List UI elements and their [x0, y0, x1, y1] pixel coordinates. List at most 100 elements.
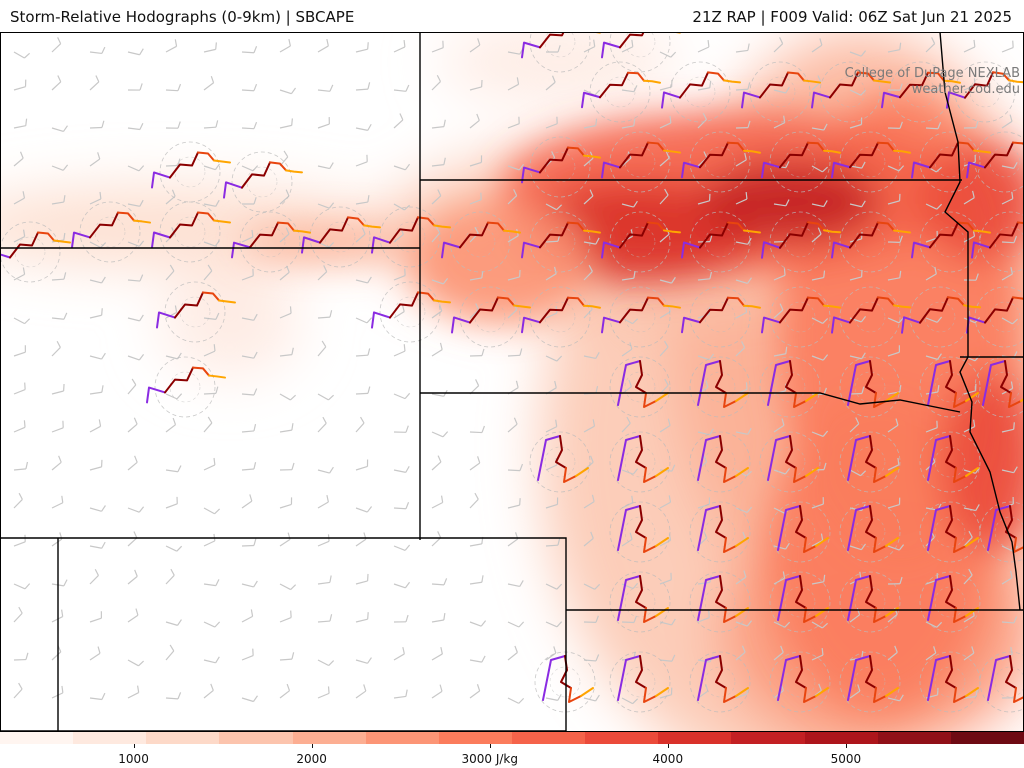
barb-shaft	[203, 350, 216, 357]
hodograph-segment	[723, 392, 737, 408]
hodograph-segment	[681, 241, 701, 259]
barb-flag	[404, 392, 411, 400]
barb-shaft	[621, 348, 633, 357]
wind-barb	[887, 270, 902, 281]
hodograph-ring-inner	[784, 226, 816, 258]
hodograph-ring	[164, 281, 226, 343]
wind-barb	[925, 122, 942, 130]
hodograph-segment	[581, 91, 601, 109]
barb-shaft	[811, 654, 824, 661]
barb-flag	[63, 579, 68, 587]
hodograph-segment	[619, 296, 649, 324]
barb-flag	[746, 620, 753, 627]
barb-shaft	[393, 203, 405, 211]
wind-barb	[241, 165, 259, 172]
wind-barb	[279, 423, 294, 433]
wind-barb	[393, 544, 411, 551]
barb-flag	[708, 353, 715, 361]
barb-shaft	[355, 233, 366, 243]
barb-flag	[742, 531, 746, 539]
barb-flag	[367, 195, 370, 203]
barb-shaft	[89, 314, 102, 319]
hodograph-segment	[417, 216, 435, 227]
barb-shaft	[887, 424, 899, 433]
wind-barb	[925, 384, 940, 395]
hodograph-segment	[663, 149, 681, 154]
barb-flag	[443, 157, 446, 165]
wind-barb	[811, 354, 829, 361]
wind-barb	[849, 269, 863, 281]
hodograph-segment	[567, 221, 585, 232]
barb-flag	[481, 348, 485, 356]
hodograph-segment	[849, 141, 879, 169]
barb-shaft	[849, 614, 860, 623]
barb-shaft	[51, 201, 64, 205]
wind-barb	[13, 118, 28, 129]
hodograph-segment	[568, 687, 582, 703]
barb-flag	[139, 122, 144, 130]
credit-site: weather.cod.edu	[911, 82, 1020, 97]
barb-flag	[443, 612, 446, 621]
hodograph-segment	[911, 241, 931, 259]
barb-flag	[823, 270, 826, 278]
hodograph-ring-inner	[784, 146, 816, 178]
hodograph-segment	[617, 655, 641, 701]
barb-flag	[360, 416, 365, 424]
barb-flag	[367, 123, 372, 131]
hodograph-segment	[469, 296, 499, 324]
wind-barb	[507, 463, 524, 472]
barb-flag	[176, 545, 183, 552]
hodograph-segment	[715, 435, 727, 469]
wind-barb	[469, 303, 480, 319]
wind-barb	[203, 264, 213, 281]
barb-shaft	[735, 198, 748, 205]
barb-flag	[213, 457, 216, 466]
wind-barb	[393, 84, 410, 92]
barb-flag	[780, 645, 784, 653]
wind-barb	[507, 189, 518, 205]
hodograph-ring	[839, 286, 901, 348]
wind-barb	[1001, 114, 1013, 129]
colorbar-swatch	[219, 732, 293, 744]
barb-flag	[25, 461, 29, 469]
barb-shaft	[89, 198, 102, 205]
wind-barb	[963, 646, 975, 661]
map-panel[interactable]: College of DuPage NEXLAB weather.cod.edu	[0, 32, 1024, 732]
barb-shaft	[431, 537, 442, 547]
barb-flag	[937, 83, 941, 91]
colorbar-swatch	[804, 732, 878, 744]
barb-flag	[366, 317, 373, 324]
barb-shaft	[507, 504, 520, 509]
wind-barb	[393, 304, 405, 319]
barb-shaft	[697, 581, 710, 585]
hodograph-segment	[697, 435, 721, 481]
barb-shaft	[13, 125, 26, 129]
wind-barb	[127, 48, 144, 56]
barb-shaft	[583, 697, 596, 702]
hodograph-ring-inner	[854, 666, 886, 698]
barb-shaft	[241, 236, 254, 243]
barb-flag	[329, 84, 334, 92]
hodograph-segment	[793, 392, 807, 408]
hodograph-segment	[249, 221, 279, 249]
hodograph-segment	[53, 239, 71, 244]
hodograph-segment	[89, 211, 119, 239]
barb-flag	[936, 203, 943, 210]
barb-shaft	[773, 469, 786, 475]
barb-shaft	[203, 203, 216, 207]
barb-flag	[594, 89, 601, 96]
hodograph-ring-inner	[544, 446, 576, 478]
wind-barb	[203, 42, 217, 53]
wind-barb	[431, 119, 446, 129]
barb-flag	[747, 120, 751, 128]
wind-barb	[583, 264, 593, 281]
barb-flag	[817, 227, 822, 235]
barb-shaft	[13, 197, 25, 205]
hodograph-ring	[231, 151, 293, 213]
barb-shaft	[355, 127, 368, 131]
wind-barb	[89, 46, 106, 55]
map-canvas[interactable]	[0, 32, 1024, 732]
barb-flag	[286, 683, 291, 691]
hodograph-segment	[929, 141, 959, 169]
barb-flag	[899, 576, 903, 584]
